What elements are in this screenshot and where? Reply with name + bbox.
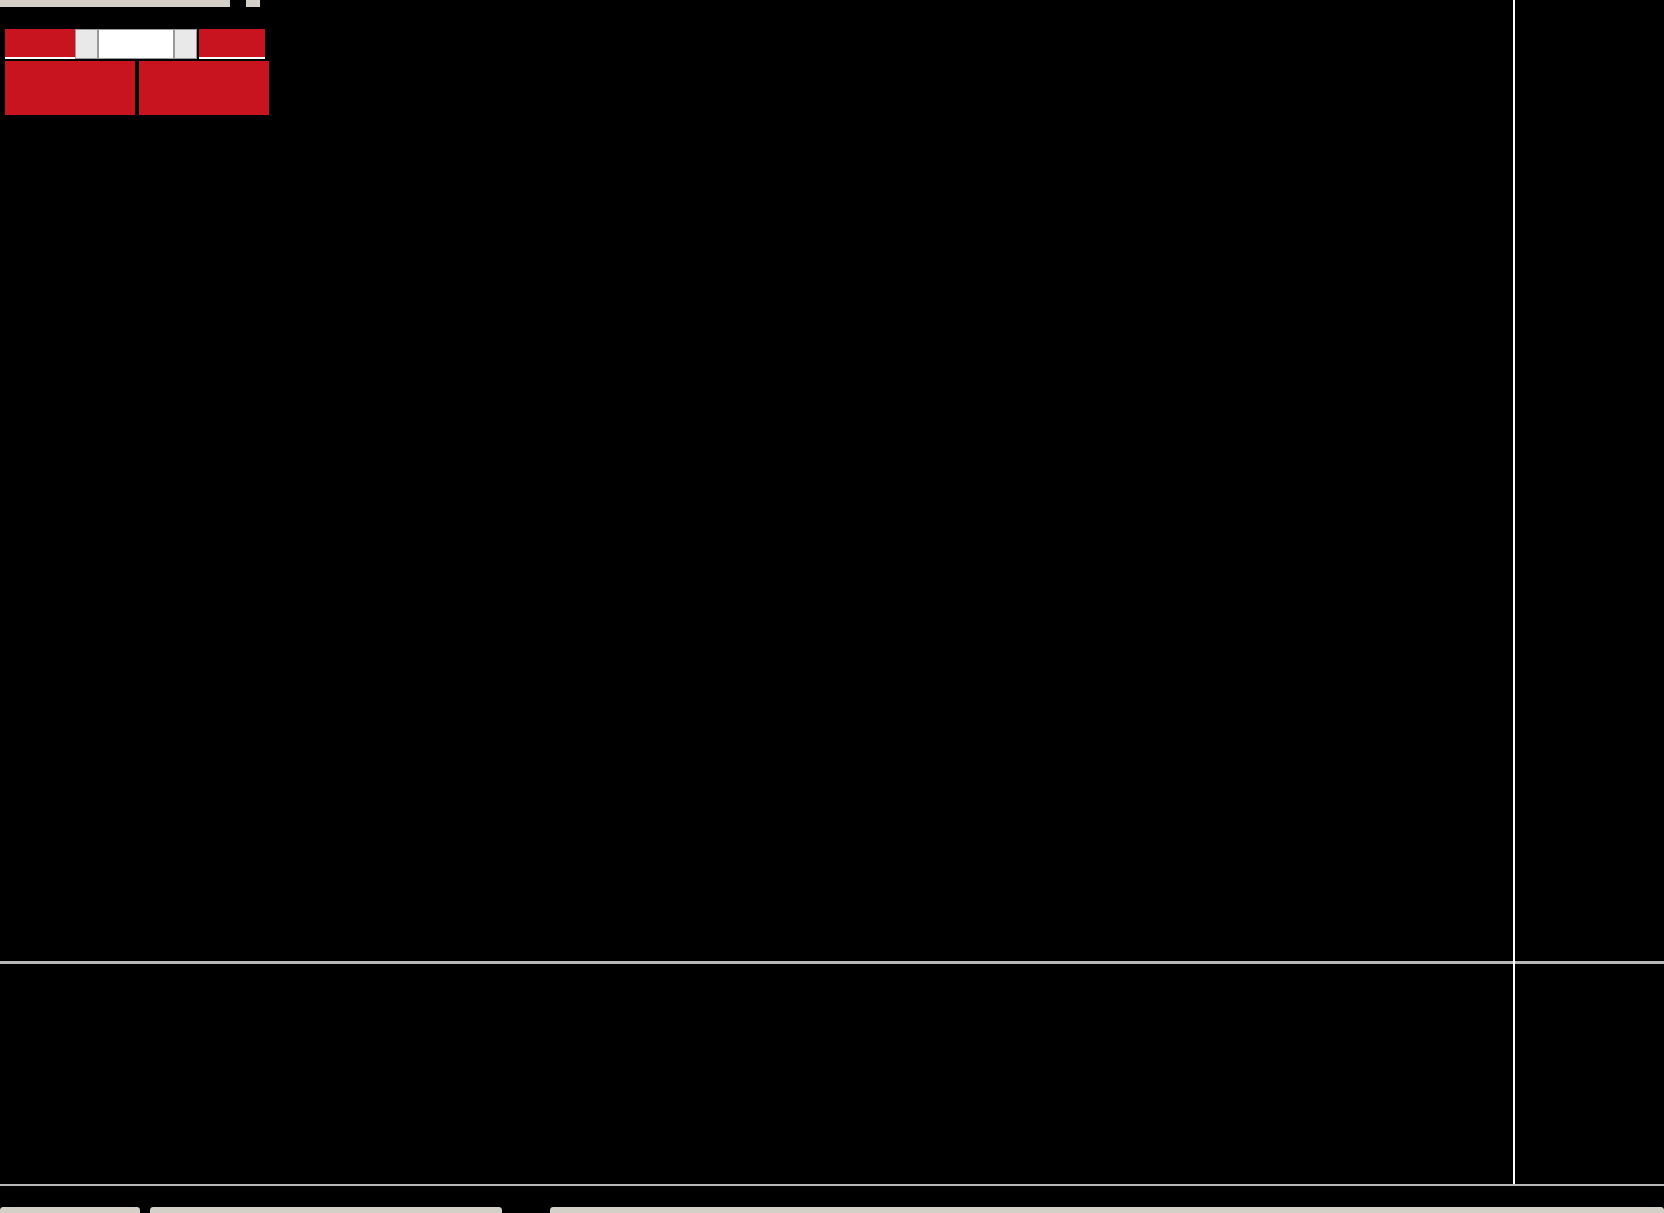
chart-tab[interactable] <box>150 1207 502 1213</box>
one-click-trading-panel <box>5 29 269 115</box>
main-chart-canvas[interactable] <box>0 0 1514 961</box>
price-axis-border <box>1513 0 1515 1184</box>
sell-button[interactable] <box>5 29 75 59</box>
chart-tab[interactable] <box>0 1207 140 1213</box>
chart-title-bar <box>8 9 24 26</box>
volume-decrease-button[interactable] <box>75 29 98 59</box>
buy-button[interactable] <box>199 29 265 59</box>
buy-price-display[interactable] <box>139 61 269 115</box>
window-tab-strip-fragment[interactable] <box>246 0 260 7</box>
time-axis-separator <box>0 1184 1664 1186</box>
chart-tab[interactable] <box>550 1207 1664 1213</box>
sell-price-display[interactable] <box>5 61 135 115</box>
window-tab-strip[interactable] <box>0 0 230 7</box>
volume-input[interactable] <box>98 29 174 59</box>
rsi-indicator-canvas[interactable] <box>0 965 1514 1184</box>
indicator-window-separator[interactable] <box>0 961 1664 964</box>
volume-increase-button[interactable] <box>174 29 197 59</box>
time-axis[interactable] <box>0 1188 1514 1208</box>
